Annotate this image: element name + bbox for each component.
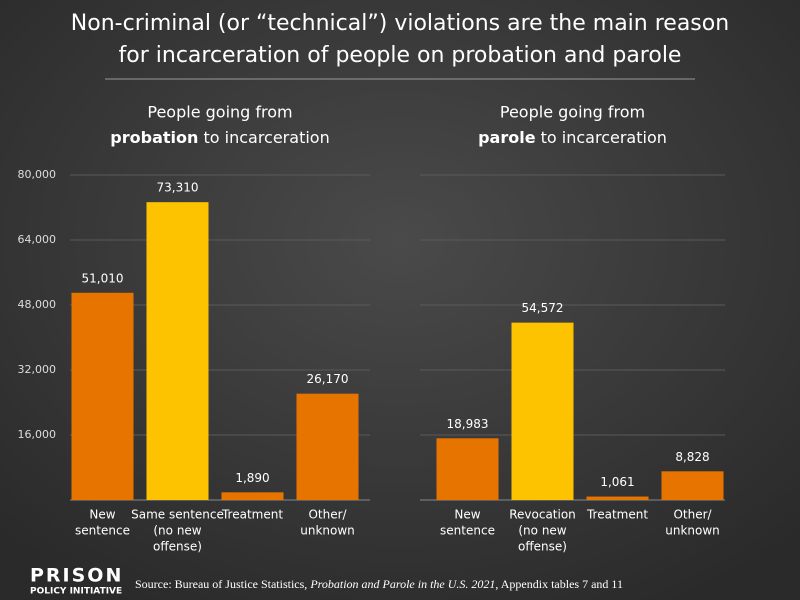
subtitle: probation to incarceration <box>110 128 329 147</box>
y-tick-label: 80,000 <box>18 168 57 181</box>
x-tick-label: sentence <box>440 524 495 538</box>
bar <box>146 202 209 500</box>
x-tick-label: unknown <box>300 524 355 538</box>
subtitle: parole to incarceration <box>478 128 667 147</box>
value-label: 51,010 <box>82 271 124 285</box>
bar <box>71 292 134 500</box>
bar <box>436 438 499 500</box>
x-tick-label: Other/ <box>673 508 712 522</box>
subtitle-bold: parole <box>478 128 536 147</box>
logo: POLICY INITIATIVE <box>30 587 122 597</box>
y-tick-label: 48,000 <box>18 298 57 311</box>
value-label: 1,061 <box>600 475 634 489</box>
y-tick-label: 32,000 <box>18 363 57 376</box>
x-tick-label: New <box>454 508 480 522</box>
value-label: 54,572 <box>522 301 564 315</box>
x-tick-label: Other/ <box>308 508 347 522</box>
bar <box>661 471 724 500</box>
source-part: Source: Bureau of Justice Statistics, <box>135 577 310 591</box>
subtitle-bold: probation <box>110 128 198 147</box>
source-part: , Appendix tables 7 and 11 <box>495 577 623 591</box>
subtitle-part: to incarceration <box>198 128 329 147</box>
value-label: 26,170 <box>307 372 349 386</box>
x-tick-label: New <box>89 508 115 522</box>
x-tick-label: Same sentence <box>131 508 224 522</box>
subtitle: People going from <box>500 103 645 122</box>
bar <box>296 393 359 500</box>
x-tick-label: Revocation <box>509 508 576 522</box>
subtitle: People going from <box>147 103 292 122</box>
x-tick-label: Treatment <box>586 508 648 522</box>
y-tick-label: 64,000 <box>18 233 57 246</box>
x-tick-label: offense) <box>518 540 567 554</box>
logo: PRISON <box>30 565 123 587</box>
y-tick-label: 16,000 <box>18 428 57 441</box>
x-tick-label: offense) <box>153 540 202 554</box>
x-tick-label: sentence <box>75 524 130 538</box>
x-tick-label: unknown <box>665 524 720 538</box>
source-part: Probation and Parole in the U.S. 2021 <box>309 577 495 591</box>
chart-title: for incarceration of people on probation… <box>119 43 682 68</box>
bar <box>586 496 649 500</box>
value-label: 73,310 <box>157 181 199 195</box>
value-label: 1,890 <box>235 471 269 485</box>
x-tick-label: (no new <box>518 524 566 538</box>
x-tick-label: (no new <box>153 524 201 538</box>
source: Source: Bureau of Justice Statistics, Pr… <box>135 577 623 591</box>
value-label: 18,983 <box>447 417 489 431</box>
value-label: 8,828 <box>675 450 709 464</box>
bar <box>511 322 574 500</box>
chart-title: Non-criminal (or “technical”) violations… <box>71 11 729 36</box>
subtitle-part: to incarceration <box>536 128 667 147</box>
x-tick-label: Treatment <box>221 508 283 522</box>
bar <box>221 492 284 500</box>
